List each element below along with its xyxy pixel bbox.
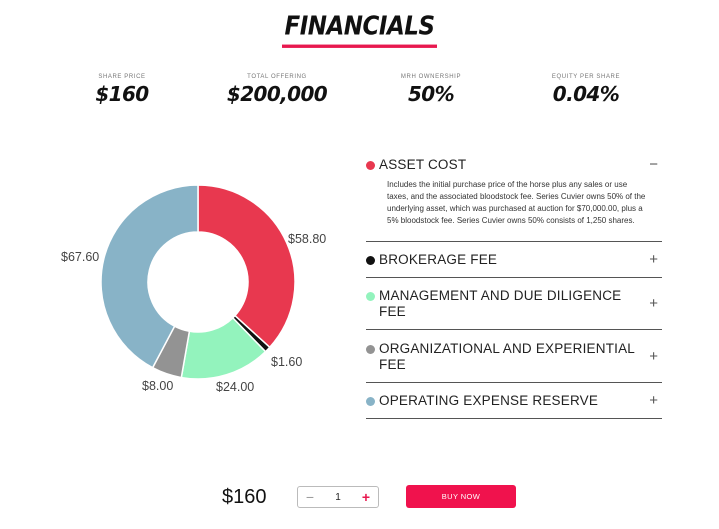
stat-value: 0.04% [552, 82, 620, 106]
accordion-item-operating-reserve[interactable]: OPERATING EXPENSE RESERVE + [366, 383, 662, 419]
purchase-price: $160 [222, 486, 267, 508]
legend-dot [366, 397, 375, 406]
legend-dot [366, 256, 375, 265]
fee-accordion: ASSET COST − Includes the initial purcha… [366, 150, 662, 419]
stat-label: SHARE PRICE [98, 74, 146, 80]
stat-mrh-ownership: MRH OWNERSHIP 50% [351, 74, 511, 106]
accordion-item-management-fee[interactable]: MANAGEMENT AND DUE DILIGENCE FEE + [366, 278, 662, 330]
expand-icon[interactable]: + [649, 251, 658, 268]
legend-dot [366, 292, 375, 301]
accordion-title: BROKERAGE FEE [379, 252, 498, 267]
title-wrap: FINANCIALS [0, 12, 719, 48]
stat-share-price: SHARE PRICE $160 [42, 74, 202, 106]
accordion-header[interactable]: BROKERAGE FEE + [366, 242, 662, 268]
expand-icon[interactable]: + [649, 295, 658, 312]
donut-chart: $58.80 $1.60 $24.00 $8.00 $67.60 [40, 160, 360, 410]
purchase-bar: $160 − + BUY NOW [0, 484, 719, 510]
increment-button[interactable]: + [361, 489, 371, 505]
donut-slice [197, 184, 296, 349]
accordion-title: MANAGEMENT AND DUE DILIGENCE FEE [379, 288, 622, 319]
stat-value: $160 [95, 82, 149, 106]
accordion-header[interactable]: MANAGEMENT AND DUE DILIGENCE FEE + [366, 278, 662, 320]
stat-label: TOTAL OFFERING [247, 74, 307, 80]
accordion-header[interactable]: OPERATING EXPENSE RESERVE + [366, 383, 662, 409]
accordion-title: OPERATING EXPENSE RESERVE [379, 393, 599, 408]
quantity-input[interactable] [322, 491, 354, 503]
slice-value-label: $1.60 [271, 355, 302, 369]
accordion-item-asset-cost[interactable]: ASSET COST − Includes the initial purcha… [366, 150, 662, 242]
expand-icon[interactable]: + [649, 392, 658, 409]
stat-label: EQUITY PER SHARE [551, 74, 621, 80]
accordion-header[interactable]: ORGANIZATIONAL AND EXPERIENTIAL FEE + [366, 330, 662, 373]
stat-value: 50% [407, 82, 455, 106]
accordion-body: Includes the initial purchase price of t… [387, 180, 646, 225]
expand-icon[interactable]: + [649, 348, 658, 365]
slice-value-label: $67.60 [61, 250, 99, 264]
accordion-header[interactable]: ASSET COST − [366, 150, 662, 173]
stat-value: $200,000 [226, 82, 328, 106]
decrement-button[interactable]: − [305, 489, 315, 505]
legend-dot [366, 161, 375, 170]
donut-chart-svg: $58.80 $1.60 $24.00 $8.00 $67.60 [61, 184, 326, 394]
stat-total-offering: TOTAL OFFERING $200,000 [197, 74, 357, 106]
donut-slice [100, 184, 199, 369]
accordion-item-brokerage-fee[interactable]: BROKERAGE FEE + [366, 242, 662, 278]
stat-label: MRH OWNERSHIP [400, 74, 462, 80]
slice-value-label: $8.00 [142, 379, 173, 393]
collapse-icon[interactable]: − [649, 156, 658, 173]
accordion-title: ORGANIZATIONAL AND EXPERIENTIAL FEE [379, 341, 635, 372]
accordion-item-organizational-fee[interactable]: ORGANIZATIONAL AND EXPERIENTIAL FEE + [366, 330, 662, 383]
legend-dot [366, 345, 375, 354]
slice-value-label: $24.00 [216, 380, 254, 394]
slice-value-label: $58.80 [288, 232, 326, 246]
quantity-stepper: − + [297, 486, 379, 508]
buy-now-button[interactable]: BUY NOW [406, 485, 516, 508]
stats-row: SHARE PRICE $160 TOTAL OFFERING $200,000… [0, 74, 719, 114]
accordion-title: ASSET COST [379, 157, 467, 172]
stat-equity-per-share: EQUITY PER SHARE 0.04% [506, 74, 666, 106]
page-title: FINANCIALS [282, 12, 437, 48]
